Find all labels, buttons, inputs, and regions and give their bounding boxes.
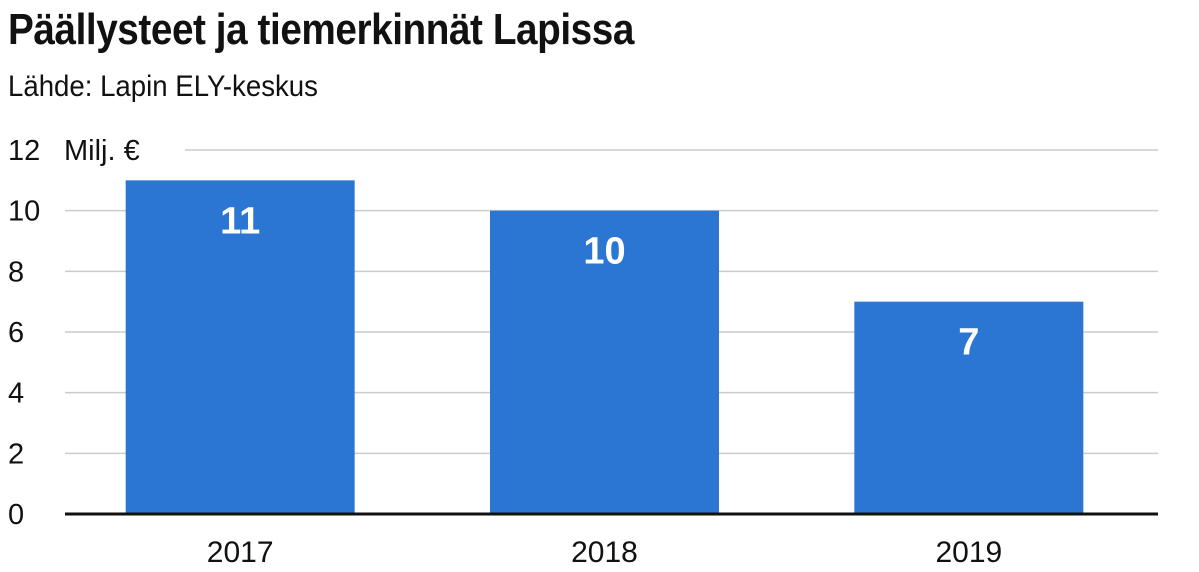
chart-title: Päällysteet ja tiemerkinnät Lapissa [8, 5, 634, 54]
chart-subtitle: Lähde: Lapin ELY-keskus [8, 70, 318, 103]
data-label-2017: 11 [220, 200, 260, 242]
x-tick-label-2018: 2018 [571, 536, 638, 569]
x-tick-label-2019: 2019 [935, 536, 1002, 569]
data-label-2019: 7 [958, 322, 979, 364]
data-label-2018: 10 [583, 231, 625, 273]
bar-2018 [490, 210, 719, 514]
y-unit-label: Milj. € [64, 135, 140, 167]
labels: 0 2 4 6 8 10 12 Milj. € 11 2017 10 2018 7 2019 [8, 135, 1002, 569]
y-tick-label-6: 6 [8, 317, 24, 349]
x-tick-label-2017: 2017 [207, 536, 274, 569]
bar-2019 [854, 301, 1084, 514]
y-tick-label-12: 12 [8, 135, 40, 167]
bar-2017 [125, 180, 355, 515]
bars [125, 180, 1084, 515]
y-tick-label-4: 4 [8, 378, 24, 410]
y-tick-label-0: 0 [8, 499, 24, 531]
y-tick-label-10: 10 [8, 196, 40, 228]
y-tick-label-8: 8 [8, 256, 24, 288]
y-tick-label-2: 2 [8, 438, 24, 470]
